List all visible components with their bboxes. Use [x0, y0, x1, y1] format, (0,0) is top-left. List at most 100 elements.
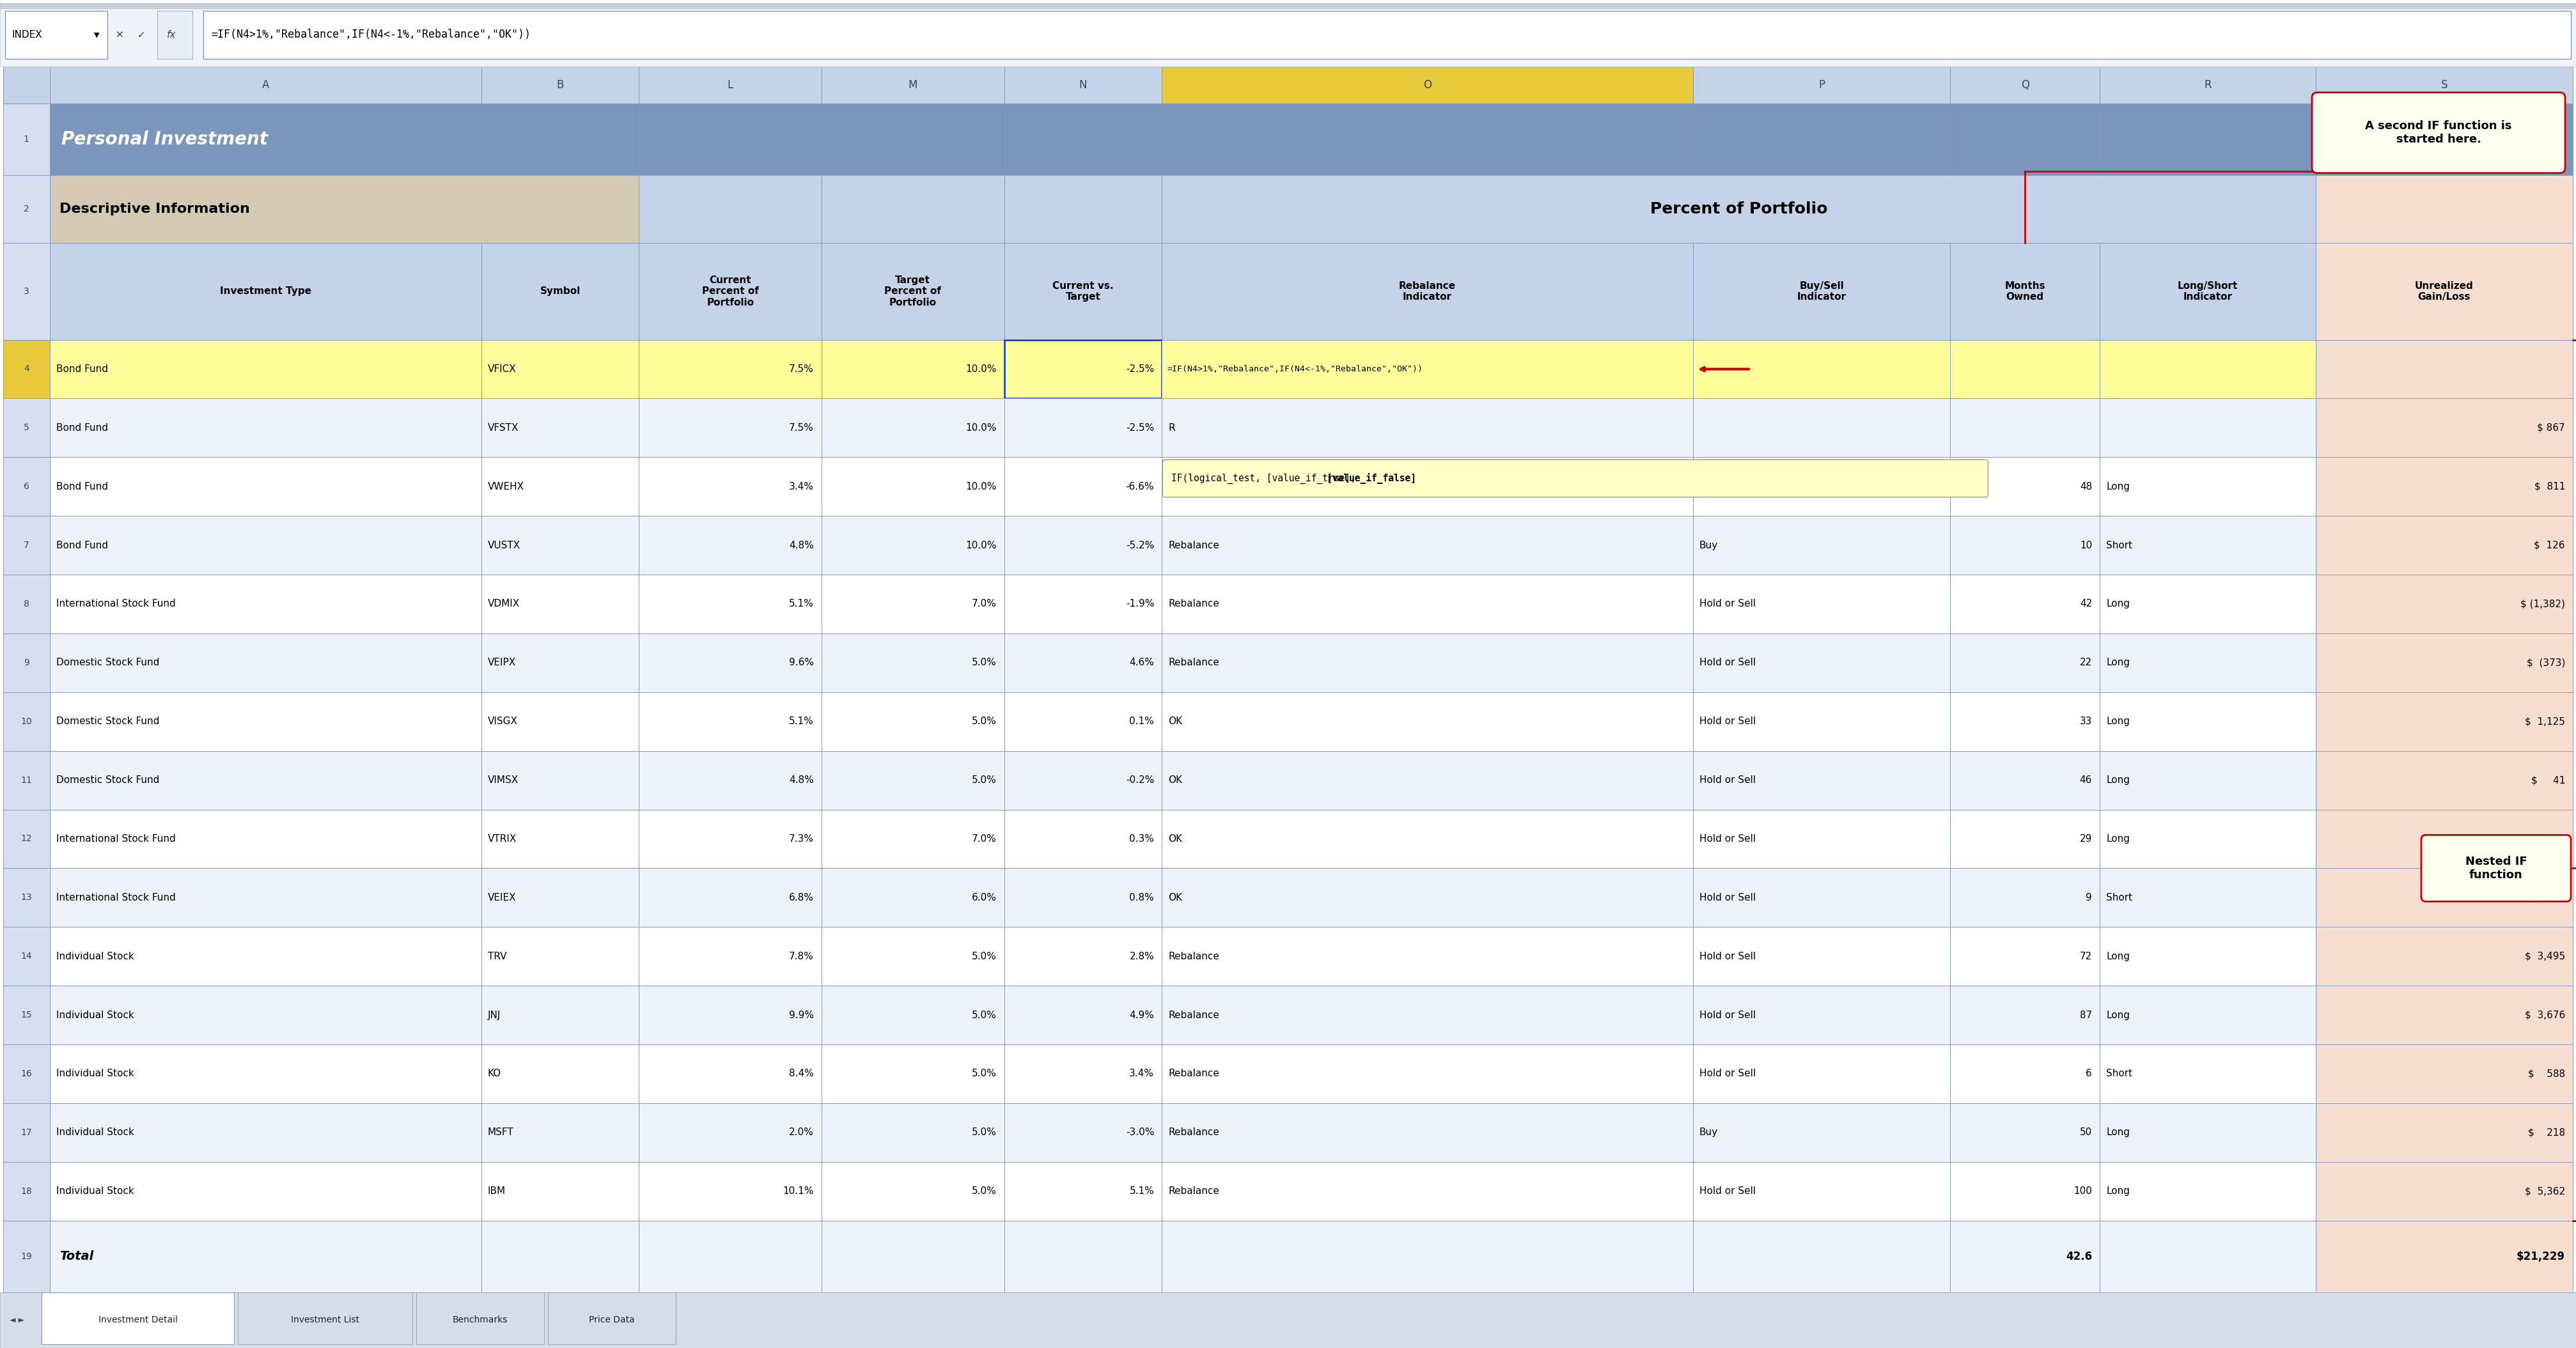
Text: INDEX: INDEX [10, 30, 41, 39]
Bar [1950, 1103, 2099, 1162]
FancyBboxPatch shape [1162, 460, 1989, 497]
Text: 18: 18 [21, 1186, 31, 1196]
Text: Bond Fund: Bond Fund [57, 364, 108, 373]
Text: Hold or Sell: Hold or Sell [1700, 600, 1757, 609]
Bar [2316, 104, 2573, 175]
Text: Bond Fund: Bond Fund [57, 423, 108, 433]
Bar [49, 634, 482, 692]
Bar [1005, 1045, 1162, 1103]
Bar [1162, 516, 1692, 574]
Text: 9.6%: 9.6% [788, 658, 814, 667]
Bar [2316, 1220, 2573, 1293]
Bar [49, 1103, 482, 1162]
Text: ▼: ▼ [93, 31, 98, 38]
Bar [0, 1293, 2576, 1348]
Bar [639, 399, 822, 457]
Bar [639, 574, 822, 634]
Text: 7.5%: 7.5% [788, 423, 814, 433]
Text: Current vs.
Target: Current vs. Target [1054, 282, 1113, 302]
Bar [3, 175, 49, 243]
Text: Unrealized
Gain/Loss: Unrealized Gain/Loss [2414, 282, 2473, 302]
Bar [2099, 751, 2316, 810]
Bar [1950, 516, 2099, 574]
Bar [482, 243, 639, 340]
Text: 10: 10 [21, 717, 31, 727]
Text: Descriptive Information: Descriptive Information [59, 202, 250, 216]
Text: A second IF function is
started here.: A second IF function is started here. [2365, 120, 2512, 146]
Text: Q: Q [2020, 80, 2030, 90]
Bar [2099, 104, 2316, 175]
Bar [2099, 1162, 2316, 1220]
Bar [1950, 692, 2099, 751]
Bar [2316, 399, 2573, 457]
Text: 8.4%: 8.4% [788, 1069, 814, 1078]
Bar [482, 751, 639, 810]
Bar [49, 985, 482, 1045]
Text: $  3,495: $ 3,495 [2524, 952, 2566, 961]
Bar [204, 11, 2571, 58]
Text: Months
Owned: Months Owned [2004, 282, 2045, 302]
Text: 6.8%: 6.8% [788, 892, 814, 902]
Bar [2099, 1220, 2316, 1293]
Bar [1162, 399, 1692, 457]
Text: $  2,900: $ 2,900 [2524, 834, 2566, 844]
Text: 100: 100 [2074, 1186, 2092, 1196]
Bar [49, 175, 639, 243]
Text: 12: 12 [21, 834, 31, 844]
Text: Hold or Sell: Hold or Sell [1700, 834, 1757, 844]
Text: $    218: $ 218 [2527, 1128, 2566, 1138]
Text: ◄ ►: ◄ ► [10, 1316, 23, 1324]
Text: 3.4%: 3.4% [788, 481, 814, 491]
Bar [2316, 66, 2573, 104]
Bar [3, 516, 49, 574]
Text: 16: 16 [21, 1069, 31, 1078]
Bar [1005, 399, 1162, 457]
Text: Rebalance: Rebalance [1170, 541, 1218, 550]
Text: ✓: ✓ [137, 30, 144, 39]
Text: 15: 15 [21, 1011, 31, 1019]
Text: $     41: $ 41 [2532, 775, 2566, 785]
Bar [1162, 868, 1692, 927]
Text: 17: 17 [21, 1128, 31, 1136]
Bar [639, 810, 822, 868]
Bar [2099, 927, 2316, 985]
Bar [49, 104, 639, 175]
Text: 4.6%: 4.6% [1128, 658, 1154, 667]
Text: TRV: TRV [487, 952, 507, 961]
Text: 6.0%: 6.0% [971, 892, 997, 902]
Bar [639, 868, 822, 927]
Text: 48: 48 [2079, 481, 2092, 491]
Text: Rebalance: Rebalance [1170, 1128, 1218, 1138]
Text: S: S [2442, 80, 2447, 90]
Text: 6: 6 [23, 483, 28, 491]
Bar [2099, 1103, 2316, 1162]
Bar [822, 399, 1005, 457]
Text: Hold or Sell: Hold or Sell [1700, 1186, 1757, 1196]
Bar [2316, 340, 2573, 399]
Text: VEIEX: VEIEX [487, 892, 515, 902]
Bar [1005, 104, 1162, 175]
Text: -6.6%: -6.6% [1126, 481, 1154, 491]
Text: Long: Long [2107, 481, 2130, 491]
Bar [3, 868, 49, 927]
Text: OK: OK [1170, 892, 1182, 902]
Bar [1162, 1103, 1692, 1162]
Bar [822, 985, 1005, 1045]
Text: R: R [1170, 423, 1175, 433]
Bar [1950, 1045, 2099, 1103]
Bar [49, 340, 482, 399]
Bar [1162, 243, 1692, 340]
Bar [1692, 243, 1950, 340]
Text: =IF(N4>1%,"Rebalance",IF(N4<-1%,"Rebalance","OK")): =IF(N4>1%,"Rebalance",IF(N4<-1%,"Rebalan… [211, 28, 531, 40]
Bar [482, 927, 639, 985]
Bar [1005, 340, 1162, 399]
Bar [3, 574, 49, 634]
Bar [2099, 985, 2316, 1045]
Text: 11: 11 [21, 775, 31, 785]
Text: 8: 8 [23, 600, 28, 608]
Text: Rebalance
Indicator: Rebalance Indicator [1399, 282, 1455, 302]
Bar [0, 3, 2576, 66]
Bar [822, 692, 1005, 751]
Text: Rebalance: Rebalance [1170, 481, 1218, 491]
Bar [1005, 927, 1162, 985]
